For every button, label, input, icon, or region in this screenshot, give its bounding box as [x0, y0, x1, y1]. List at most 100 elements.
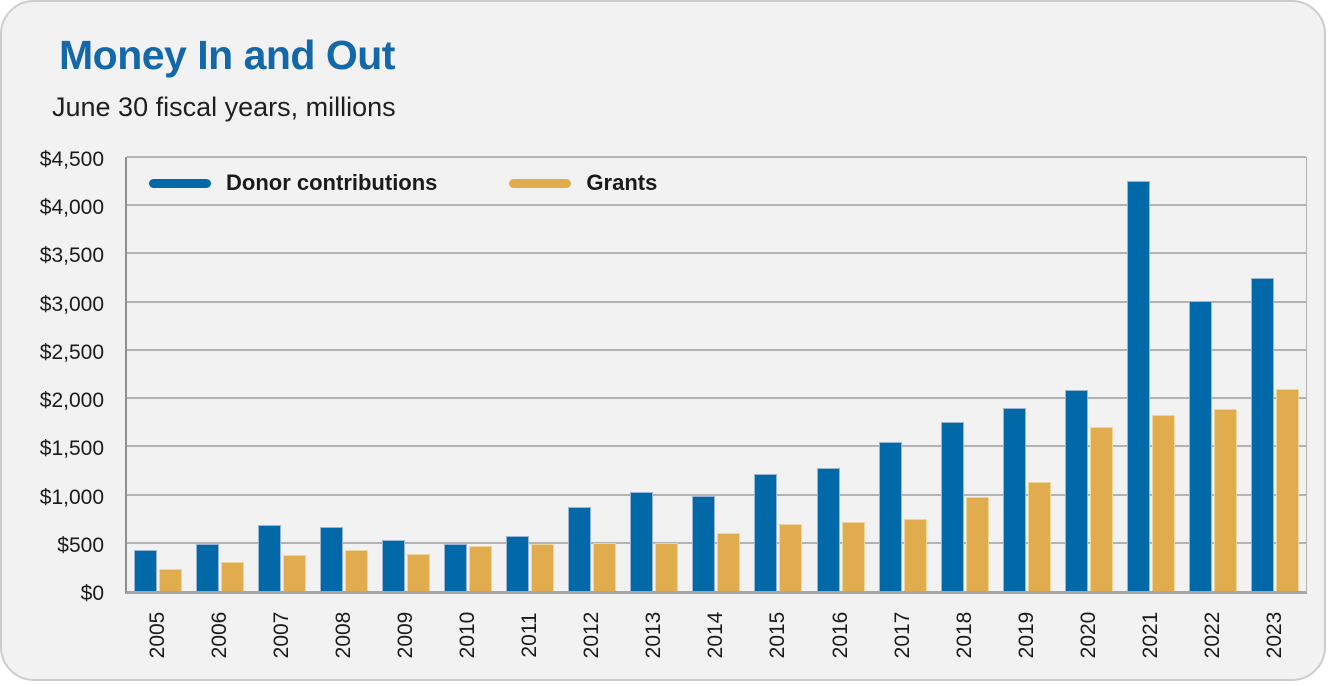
grants-bar-2014 [717, 533, 741, 591]
x-axis-tick-label: 2023 [1262, 611, 1286, 659]
donor-contributions-bar-2009 [382, 539, 406, 591]
gridline [127, 204, 1306, 207]
donor-contributions-bar-2015 [754, 474, 778, 591]
legend-label: Grants [586, 170, 658, 195]
donor-contributions-bar-2021 [1126, 181, 1150, 591]
donor-contributions-bar-2022 [1188, 301, 1212, 591]
y-axis: $0 $500 $1,000 $1,500 $2,000 $2,500 $3,000 $3,5… [2, 2, 114, 679]
x-axis-tick-2012: 2012 [561, 596, 623, 684]
y-axis-tick-label: $500 [57, 533, 104, 557]
grants-bar-2012 [593, 543, 617, 591]
x-axis-tick-2018: 2018 [934, 596, 996, 684]
x-axis-tick-label: 2006 [208, 611, 232, 659]
x-axis-tick-2005: 2005 [127, 596, 189, 684]
gridline [127, 156, 1306, 158]
bar-group-2018 [934, 157, 996, 591]
grants-bar-2016 [841, 522, 865, 591]
x-axis-tick-label: 2017 [890, 611, 914, 659]
x-axis-tick-2011: 2011 [499, 596, 561, 684]
bar-group-2015 [747, 157, 809, 591]
x-axis-tick-2014: 2014 [685, 596, 747, 684]
grants-bar-2013 [655, 542, 679, 591]
y-axis-tick-label: $2,000 [39, 389, 104, 413]
grants-bar-2019 [1027, 482, 1051, 591]
grants-bar-2018 [965, 496, 989, 591]
bar-group-2005 [127, 157, 189, 591]
legend-item-donor-contributions: Donor contributions [149, 170, 437, 196]
x-axis-tick-2013: 2013 [623, 596, 685, 684]
y-axis-tick-label: $1,000 [39, 485, 104, 509]
chart-title: Money In and Out [59, 32, 395, 78]
bar-group-2013 [623, 157, 685, 591]
x-axis-tick-label: 2016 [828, 611, 852, 659]
x-axis-tick-2019: 2019 [996, 596, 1058, 684]
grants-bar-2017 [903, 518, 927, 591]
donor-contributions-legend-swatch [149, 178, 211, 188]
donor-contributions-bar-2023 [1250, 278, 1274, 591]
gridline [127, 541, 1306, 544]
x-axis-tick-label: 2008 [332, 611, 356, 659]
gridline [127, 300, 1306, 303]
donor-contributions-bar-2018 [940, 421, 964, 591]
bar-group-2022 [1182, 157, 1244, 591]
x-axis-tick-label: 2019 [1014, 611, 1038, 659]
x-axis-tick-2006: 2006 [189, 596, 251, 684]
gridline [127, 252, 1306, 255]
x-axis-tick-label: 2009 [394, 611, 418, 659]
x-axis-tick-label: 2007 [270, 611, 294, 659]
x-axis-tick-label: 2013 [642, 611, 666, 659]
x-axis-tick-label: 2020 [1076, 611, 1100, 659]
gridline [127, 397, 1306, 400]
grants-bar-2008 [345, 549, 369, 591]
grants-bar-2005 [159, 569, 183, 591]
grants-bar-2023 [1275, 389, 1299, 591]
x-axis-tick-label: 2014 [704, 611, 728, 659]
x-axis-tick-label: 2015 [766, 611, 790, 659]
x-axis-tick-2021: 2021 [1120, 596, 1182, 684]
y-axis-tick-label: $3,000 [39, 292, 104, 316]
legend-item-grants: Grants [509, 170, 657, 196]
x-axis-tick-2023: 2023 [1244, 596, 1306, 684]
donor-contributions-bar-2013 [630, 491, 654, 591]
bar-group-2007 [251, 157, 313, 591]
grants-bar-2009 [407, 553, 431, 591]
x-axis-tick-2022: 2022 [1182, 596, 1244, 684]
chart-subtitle: June 30 fiscal years, millions [52, 92, 396, 122]
legend: Donor contributions Grants [149, 170, 657, 196]
donor-contributions-bar-2005 [134, 549, 158, 591]
grants-bar-2011 [531, 544, 555, 591]
bar-group-2011 [499, 157, 561, 591]
donor-contributions-bar-2019 [1002, 408, 1026, 591]
bar-group-2008 [313, 157, 375, 591]
x-axis-tick-2009: 2009 [375, 596, 437, 684]
donor-contributions-bar-2011 [506, 535, 530, 591]
bar-group-2020 [1058, 157, 1120, 591]
x-axis-tick-2010: 2010 [437, 596, 499, 684]
donor-contributions-bar-2008 [320, 526, 344, 591]
x-axis: 2005 2006 2007 2008 2009 2010 2011 2012 2013 2014… [127, 596, 1306, 684]
x-axis-tick-2015: 2015 [747, 596, 809, 684]
bar-group-2012 [561, 157, 623, 591]
x-axis-tick-2016: 2016 [810, 596, 872, 684]
gridline [127, 493, 1306, 496]
y-axis-tick-label: $0 [80, 582, 104, 605]
gridline [127, 445, 1306, 448]
donor-contributions-bar-2016 [816, 468, 840, 591]
x-axis-tick-label: 2010 [456, 611, 480, 659]
bar-group-2019 [996, 157, 1058, 591]
legend-label: Donor contributions [226, 170, 438, 195]
x-axis-tick-label: 2021 [1138, 611, 1162, 659]
donor-contributions-bar-2020 [1064, 390, 1088, 591]
x-axis-tick-label: 2012 [580, 611, 604, 659]
donor-contributions-bar-2007 [258, 524, 282, 591]
donor-contributions-bar-2017 [878, 442, 902, 591]
y-axis-tick-label: $4,000 [39, 196, 104, 220]
gridline [127, 348, 1306, 351]
donor-contributions-bar-2010 [444, 544, 468, 591]
x-axis-tick-2017: 2017 [872, 596, 934, 684]
grants-legend-swatch [509, 178, 572, 188]
bar-group-2017 [872, 157, 934, 591]
grants-bar-2007 [283, 555, 307, 591]
grants-bar-2021 [1151, 414, 1175, 591]
